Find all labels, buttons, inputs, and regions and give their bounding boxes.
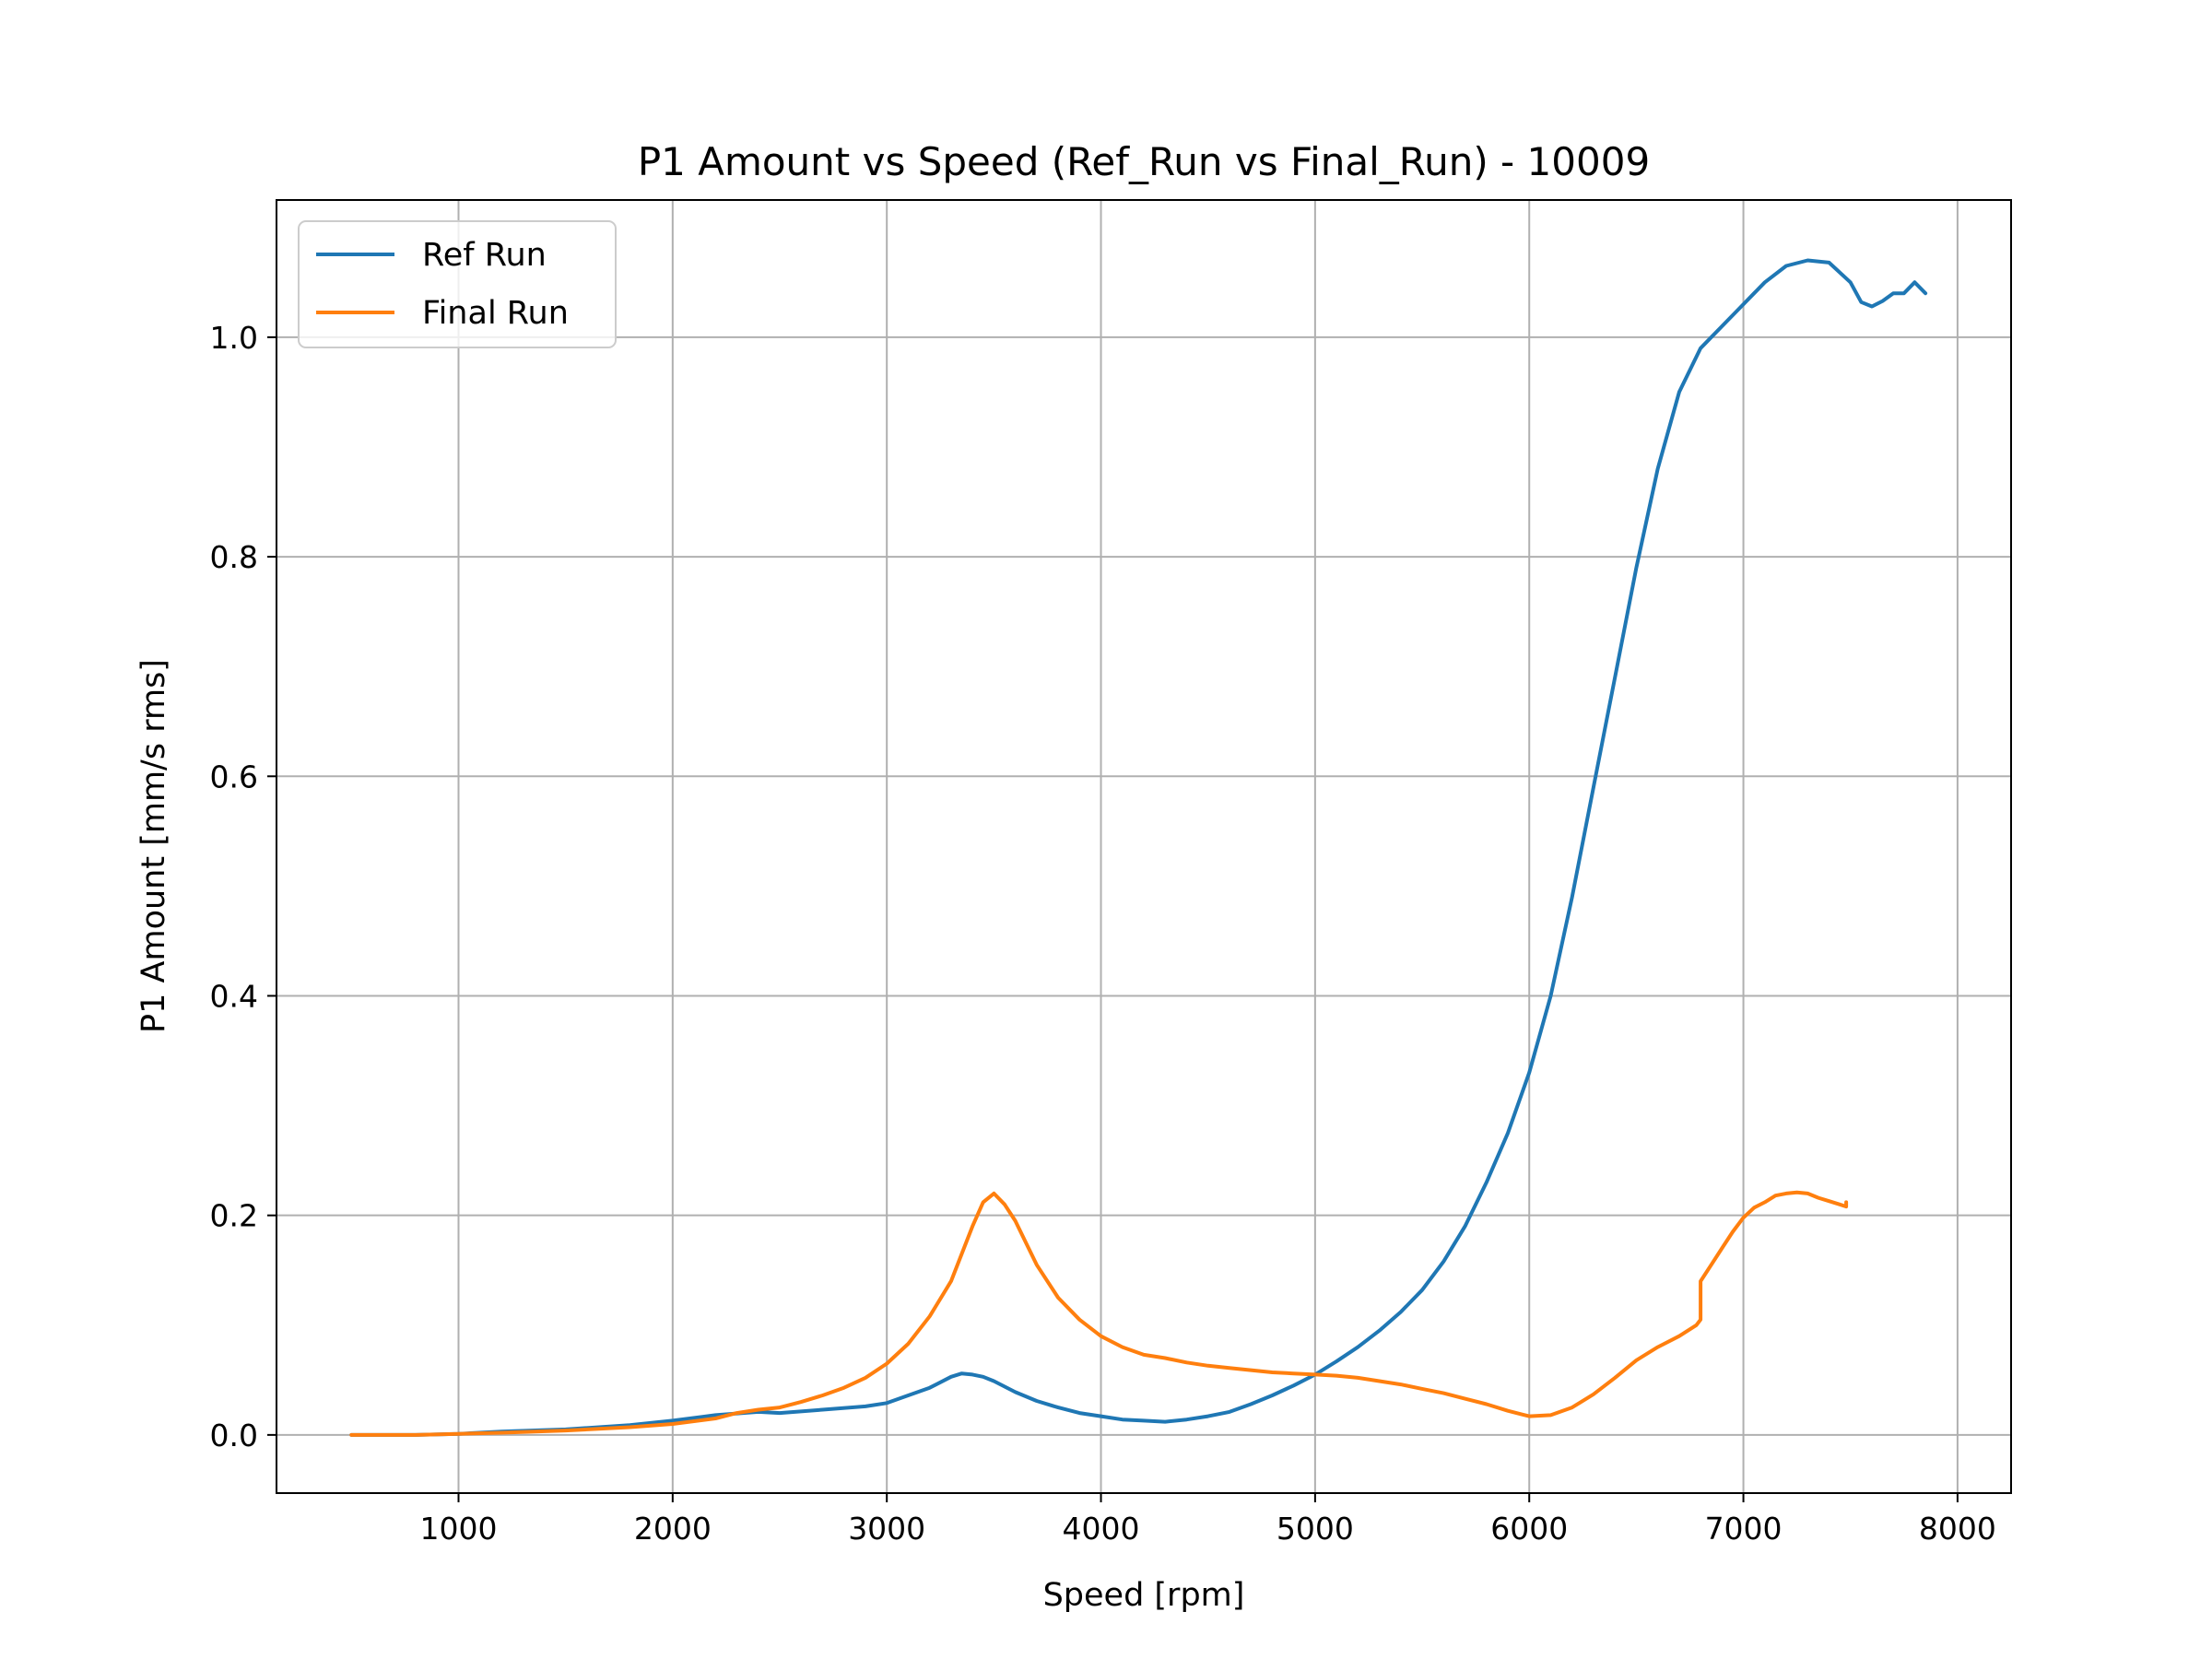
legend-label-ref-run: Ref Run: [422, 237, 547, 274]
plot-frame: [276, 199, 2012, 1494]
x-tick-label: 5000: [1277, 1511, 1354, 1547]
y-tick-label: 0.0: [210, 1418, 258, 1453]
series-line-ref-run: [349, 258, 1928, 1437]
chart-title: P1 Amount vs Speed (Ref_Run vs Final_Run…: [638, 139, 1650, 184]
x-tick-label: 2000: [634, 1511, 712, 1547]
x-tick-label: 3000: [848, 1511, 925, 1547]
x-tick-label: 1000: [420, 1511, 498, 1547]
x-axis-label: Speed [rpm]: [1043, 1577, 1245, 1614]
x-tick-label: 7000: [1705, 1511, 1783, 1547]
legend: Ref Run Final Run: [298, 220, 617, 348]
x-tick-label: 4000: [1063, 1511, 1140, 1547]
y-tick-label: 0.6: [210, 759, 258, 794]
x-axis-ticks: 1000 2000 3000 4000 5000 6000 7000 8000: [420, 1493, 1996, 1547]
y-tick-label: 1.0: [210, 320, 258, 356]
y-tick-label: 0.8: [210, 539, 258, 575]
y-tick-label: 0.2: [210, 1198, 258, 1234]
plot-lines: [349, 258, 1928, 1437]
y-tick-label: 0.4: [210, 978, 258, 1014]
x-tick-label: 6000: [1490, 1511, 1568, 1547]
y-axis-label: P1 Amount [mm/s rms]: [135, 659, 172, 1033]
series-line-final-run: [349, 1190, 1849, 1437]
legend-label-final-run: Final Run: [422, 295, 569, 332]
x-tick-label: 8000: [1919, 1511, 1996, 1547]
grid: [276, 200, 2011, 1493]
y-axis-ticks: 0.0 0.2 0.4 0.6 0.8 1.0: [210, 320, 276, 1453]
